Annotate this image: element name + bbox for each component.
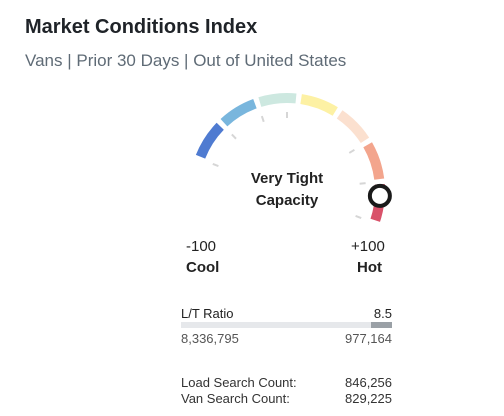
load-count: 8,336,795: [181, 331, 239, 346]
page-subtitle: Vans | Prior 30 Days | Out of United Sta…: [25, 51, 347, 70]
van-search-count-value: 829,225: [345, 391, 392, 406]
gauge-tick: [348, 148, 355, 154]
gauge-max-value: +100: [351, 238, 385, 255]
truck-count: 977,164: [345, 331, 392, 346]
gauge-segment: [300, 94, 338, 116]
gauge-tick: [355, 215, 362, 219]
gauge-min-label: Cool: [186, 259, 220, 276]
gauge-segment: [258, 93, 297, 107]
gauge-status-line2: Capacity: [255, 192, 319, 209]
gauge-tick: [260, 115, 265, 123]
load-search-count-value: 846,256: [345, 375, 392, 390]
van-search-count-label: Van Search Count:: [181, 391, 290, 406]
gauge-segment: [336, 110, 370, 144]
market-gauge: [195, 93, 392, 222]
gauge-tick: [359, 182, 366, 185]
gauge-indicator: [367, 183, 392, 208]
gauge-tick: [212, 163, 219, 167]
gauge-status: Very Tight Capacity: [228, 168, 346, 212]
lt-ratio-bar-fill: [370, 322, 392, 328]
page-title: Market Conditions Index: [25, 16, 258, 38]
gauge-segment: [195, 122, 224, 159]
load-search-count-label: Load Search Count:: [181, 375, 297, 390]
gauge-status-line1: Very Tight: [250, 170, 324, 187]
gauge-segment: [363, 142, 385, 180]
lt-ratio-label: L/T Ratio: [181, 306, 234, 321]
gauge-segment: [220, 99, 257, 127]
lt-ratio-bar: [181, 322, 392, 328]
gauge-min-value: -100: [186, 238, 217, 255]
lt-ratio-value: 8.5: [373, 306, 392, 321]
gauge-max-label: Hot: [357, 259, 382, 276]
gauge-tick: [231, 133, 237, 140]
